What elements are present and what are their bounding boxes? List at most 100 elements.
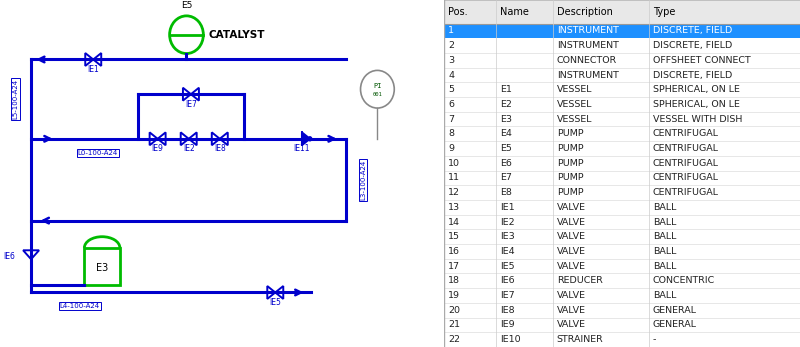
Text: VALVE: VALVE: [557, 218, 586, 227]
Text: CENTRIFUGAL: CENTRIFUGAL: [653, 188, 719, 197]
Text: OFFSHEET CONNECT: OFFSHEET CONNECT: [653, 56, 750, 65]
Text: BALL: BALL: [653, 262, 676, 271]
Text: BALL: BALL: [653, 291, 676, 300]
Bar: [444, 24, 800, 38]
Text: IE6: IE6: [4, 252, 15, 261]
Text: BALL: BALL: [653, 247, 676, 256]
Text: IE10: IE10: [500, 335, 521, 344]
Text: E3: E3: [96, 263, 108, 273]
Text: VESSEL WITH DISH: VESSEL WITH DISH: [653, 115, 742, 124]
Text: IE5: IE5: [500, 262, 514, 271]
Text: VALVE: VALVE: [557, 291, 586, 300]
Text: CENTRIFUGAL: CENTRIFUGAL: [653, 159, 719, 168]
Text: L4-100-A24: L4-100-A24: [60, 303, 100, 310]
Text: DISCRETE, FIELD: DISCRETE, FIELD: [653, 26, 732, 35]
Text: IE8: IE8: [500, 306, 514, 315]
Text: IE3: IE3: [500, 232, 514, 241]
Text: CONNECTOR: CONNECTOR: [557, 56, 617, 65]
Text: DISCRETE, FIELD: DISCRETE, FIELD: [653, 70, 732, 79]
Text: Name: Name: [500, 7, 529, 17]
Text: 8: 8: [448, 129, 454, 138]
Text: VESSEL: VESSEL: [557, 85, 592, 94]
Text: 15: 15: [448, 232, 460, 241]
Text: IE7: IE7: [185, 100, 197, 109]
Text: Pos.: Pos.: [448, 7, 468, 17]
Text: 2: 2: [448, 41, 454, 50]
Text: 20: 20: [448, 306, 460, 315]
Text: CENTRIFUGAL: CENTRIFUGAL: [653, 174, 719, 183]
Text: 13: 13: [448, 203, 460, 212]
Text: 7: 7: [448, 115, 454, 124]
Text: GENERAL: GENERAL: [653, 306, 697, 315]
Text: DISCRETE, FIELD: DISCRETE, FIELD: [653, 41, 732, 50]
Text: E5: E5: [181, 1, 192, 10]
Text: VALVE: VALVE: [557, 247, 586, 256]
Text: E2: E2: [500, 100, 512, 109]
Text: VALVE: VALVE: [557, 306, 586, 315]
Text: IE2: IE2: [183, 144, 194, 153]
Text: IE7: IE7: [500, 291, 514, 300]
Text: E1: E1: [500, 85, 512, 94]
Text: 4: 4: [448, 70, 454, 79]
Text: SPHERICAL, ON LE: SPHERICAL, ON LE: [653, 85, 740, 94]
Text: CENTRIFUGAL: CENTRIFUGAL: [653, 144, 719, 153]
Text: VALVE: VALVE: [557, 203, 586, 212]
Text: BALL: BALL: [653, 218, 676, 227]
Text: REDUCER: REDUCER: [557, 276, 602, 285]
Text: -: -: [653, 335, 656, 344]
Text: IE5: IE5: [270, 298, 282, 307]
Text: VALVE: VALVE: [557, 262, 586, 271]
Text: SPHERICAL, ON LE: SPHERICAL, ON LE: [653, 100, 740, 109]
Text: E4: E4: [500, 129, 512, 138]
Text: 17: 17: [448, 262, 460, 271]
Bar: [84, 248, 120, 285]
Text: IE4: IE4: [500, 247, 514, 256]
Text: 1: 1: [448, 26, 454, 35]
Text: E6: E6: [500, 159, 512, 168]
Text: VESSEL: VESSEL: [557, 115, 592, 124]
Text: IE11: IE11: [294, 144, 310, 153]
Text: BALL: BALL: [653, 232, 676, 241]
Text: CENTRIFUGAL: CENTRIFUGAL: [653, 129, 719, 138]
Text: VESSEL: VESSEL: [557, 100, 592, 109]
Text: VALVE: VALVE: [557, 232, 586, 241]
Text: E7: E7: [500, 174, 512, 183]
Text: 22: 22: [448, 335, 460, 344]
Text: L3-100-A24: L3-100-A24: [360, 160, 366, 200]
Text: Type: Type: [653, 7, 675, 17]
Text: L0-100-A24: L0-100-A24: [78, 150, 118, 156]
Text: PI: PI: [373, 83, 382, 89]
Text: IE8: IE8: [214, 144, 226, 153]
Text: CONCENTRIC: CONCENTRIC: [653, 276, 715, 285]
Text: IE1: IE1: [500, 203, 514, 212]
Text: L5-100-A24: L5-100-A24: [13, 79, 18, 119]
Text: IE9: IE9: [152, 144, 163, 153]
Text: E5: E5: [500, 144, 512, 153]
Text: PUMP: PUMP: [557, 174, 583, 183]
Text: IE9: IE9: [500, 320, 514, 329]
Text: VALVE: VALVE: [557, 320, 586, 329]
Circle shape: [308, 137, 312, 141]
Bar: [444, 0, 800, 24]
Text: 12: 12: [448, 188, 460, 197]
Text: STRAINER: STRAINER: [557, 335, 604, 344]
Text: INSTRUMENT: INSTRUMENT: [557, 41, 618, 50]
Polygon shape: [302, 132, 310, 145]
Text: GENERAL: GENERAL: [653, 320, 697, 329]
Text: PUMP: PUMP: [557, 144, 583, 153]
Text: 6: 6: [448, 100, 454, 109]
Text: 001: 001: [373, 92, 382, 97]
Text: Description: Description: [557, 7, 613, 17]
Text: INSTRUMENT: INSTRUMENT: [557, 70, 618, 79]
Text: 14: 14: [448, 218, 460, 227]
Text: E8: E8: [500, 188, 512, 197]
Text: 11: 11: [448, 174, 460, 183]
Text: 10: 10: [448, 159, 460, 168]
Text: PUMP: PUMP: [557, 129, 583, 138]
Text: IE1: IE1: [87, 65, 99, 74]
Text: 16: 16: [448, 247, 460, 256]
Text: 5: 5: [448, 85, 454, 94]
Text: INSTRUMENT: INSTRUMENT: [557, 26, 618, 35]
Text: 18: 18: [448, 276, 460, 285]
Text: IE6: IE6: [500, 276, 514, 285]
